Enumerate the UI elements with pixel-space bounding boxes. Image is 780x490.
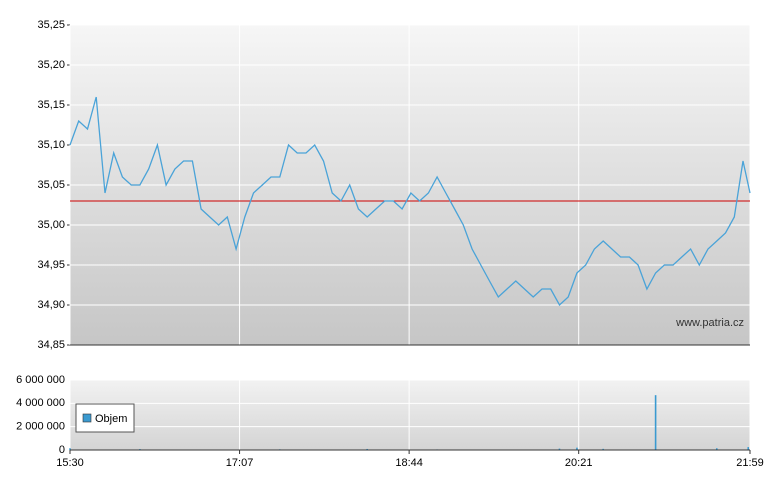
x-tick-label: 15:30: [56, 457, 84, 469]
y-tick-label: 35,15: [37, 99, 65, 111]
x-tick-label: 17:07: [226, 457, 254, 469]
watermark: www.patria.cz: [675, 317, 744, 329]
y-tick-label: 4 000 000: [16, 397, 65, 409]
legend-swatch: [82, 413, 92, 423]
x-tick-label: 21:59: [736, 457, 764, 469]
y-tick-label: 35,05: [37, 179, 65, 191]
volume-bar: [558, 448, 561, 450]
x-tick-label: 18:44: [395, 457, 423, 469]
volume-plot-area: [70, 380, 750, 450]
volume-bar: [366, 448, 368, 450]
volume-bar: [715, 448, 718, 450]
y-tick-label: 34,85: [37, 339, 65, 351]
y-tick-label: 35,00: [37, 219, 65, 231]
volume-bar: [654, 395, 657, 450]
y-tick-label: 6 000 000: [16, 374, 65, 386]
y-tick-label: 35,25: [37, 19, 65, 31]
price-line: [69, 96, 751, 307]
y-tick-label: 2 000 000: [16, 421, 65, 433]
y-tick-label: 34,90: [37, 299, 65, 311]
volume-bar: [576, 447, 578, 450]
y-tick-label: 34,95: [37, 259, 65, 271]
y-tick-label: 0: [59, 444, 65, 456]
x-tick-label: 20:21: [565, 457, 593, 469]
legend-label: Objem: [95, 413, 127, 425]
volume-bar: [602, 448, 604, 450]
y-tick-label: 35,20: [37, 59, 65, 71]
volume-bar: [747, 447, 750, 450]
y-tick-label: 35,10: [37, 139, 65, 151]
volume-bar: [69, 448, 71, 450]
